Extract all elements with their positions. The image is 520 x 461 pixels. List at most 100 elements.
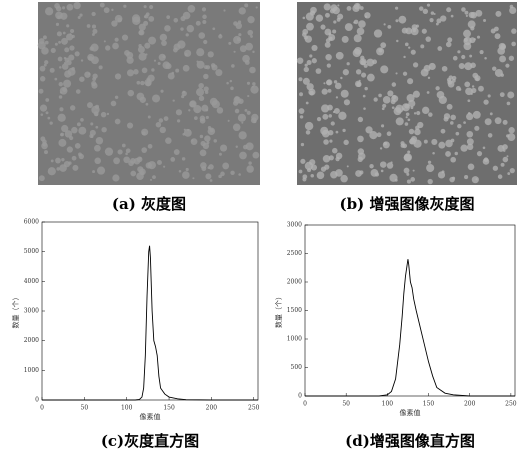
droplet bbox=[413, 139, 422, 148]
droplet bbox=[92, 77, 97, 81]
droplet bbox=[302, 174, 308, 180]
droplet bbox=[231, 64, 235, 68]
droplet bbox=[250, 117, 257, 124]
droplet bbox=[471, 176, 479, 184]
droplet bbox=[61, 157, 65, 162]
droplet bbox=[250, 85, 259, 94]
droplet bbox=[148, 15, 155, 22]
droplet bbox=[96, 166, 106, 175]
droplet bbox=[252, 82, 256, 86]
droplet bbox=[356, 27, 365, 36]
droplet bbox=[323, 139, 329, 145]
droplet bbox=[447, 79, 453, 85]
droplet bbox=[323, 82, 326, 85]
droplet bbox=[410, 49, 416, 55]
droplet bbox=[163, 116, 169, 121]
droplets bbox=[37, 1, 517, 185]
droplet bbox=[117, 149, 123, 155]
droplet bbox=[68, 161, 72, 165]
droplet bbox=[494, 117, 502, 125]
droplet bbox=[412, 90, 420, 98]
droplet bbox=[187, 4, 196, 13]
droplet bbox=[324, 41, 331, 48]
droplet bbox=[58, 81, 63, 87]
droplet bbox=[332, 29, 337, 34]
droplet bbox=[147, 161, 156, 170]
droplet bbox=[218, 174, 222, 179]
droplet bbox=[445, 41, 452, 48]
droplet bbox=[433, 12, 436, 15]
droplet bbox=[508, 55, 515, 61]
droplet bbox=[39, 104, 48, 112]
droplet bbox=[487, 133, 493, 138]
droplet bbox=[417, 121, 424, 129]
droplet bbox=[171, 71, 175, 75]
droplet bbox=[86, 24, 91, 28]
droplet bbox=[436, 18, 442, 24]
droplet bbox=[464, 81, 471, 88]
droplet bbox=[203, 65, 208, 70]
droplet bbox=[71, 126, 78, 134]
droplet bbox=[157, 61, 161, 65]
droplet bbox=[198, 95, 205, 102]
y-tick-label: 0 bbox=[298, 393, 302, 400]
droplet bbox=[125, 148, 131, 154]
droplet bbox=[247, 16, 255, 24]
droplet bbox=[64, 47, 70, 53]
droplet bbox=[94, 144, 101, 152]
droplet bbox=[141, 147, 148, 153]
droplet bbox=[233, 50, 236, 53]
droplet bbox=[383, 23, 386, 26]
y-tick-label: 4000 bbox=[24, 278, 39, 285]
droplet bbox=[166, 15, 171, 19]
droplet bbox=[241, 121, 244, 124]
droplet bbox=[467, 163, 475, 171]
droplet bbox=[400, 141, 405, 146]
droplet bbox=[216, 107, 224, 114]
droplet bbox=[126, 122, 134, 129]
droplet bbox=[340, 174, 348, 183]
droplet bbox=[326, 63, 331, 68]
droplet bbox=[79, 76, 85, 82]
droplet bbox=[341, 35, 349, 43]
droplet bbox=[63, 79, 72, 88]
droplet bbox=[333, 80, 338, 84]
droplet bbox=[219, 144, 228, 152]
droplet bbox=[469, 37, 476, 44]
droplet bbox=[418, 6, 424, 11]
droplet bbox=[475, 178, 478, 181]
y-axis-label: 数量（个） bbox=[11, 294, 20, 329]
droplet bbox=[103, 40, 106, 43]
droplet bbox=[238, 98, 244, 104]
droplet bbox=[151, 68, 155, 72]
droplet bbox=[299, 115, 304, 119]
droplet bbox=[44, 7, 54, 16]
droplet bbox=[381, 107, 385, 111]
droplet bbox=[230, 170, 235, 176]
droplet bbox=[359, 6, 364, 10]
droplet bbox=[342, 128, 346, 133]
droplet bbox=[76, 122, 81, 127]
droplet bbox=[420, 68, 429, 77]
droplet bbox=[162, 61, 171, 69]
droplet bbox=[39, 76, 46, 82]
droplet bbox=[62, 6, 66, 10]
droplet bbox=[37, 41, 46, 50]
droplet bbox=[340, 76, 343, 80]
droplet bbox=[499, 92, 505, 98]
chart-title: (d)增强图像直方图 bbox=[345, 432, 475, 450]
droplet bbox=[80, 59, 84, 62]
droplet bbox=[306, 22, 314, 31]
droplet bbox=[180, 27, 184, 31]
droplet bbox=[121, 34, 129, 41]
droplet bbox=[143, 5, 147, 9]
droplet bbox=[239, 45, 247, 53]
droplet bbox=[362, 94, 366, 98]
droplet bbox=[209, 97, 218, 106]
droplet bbox=[395, 6, 399, 10]
x-tick-label: 250 bbox=[505, 401, 517, 408]
y-tick-label: 1500 bbox=[287, 307, 302, 314]
droplet bbox=[464, 175, 469, 180]
droplet bbox=[205, 115, 209, 120]
droplet bbox=[44, 40, 49, 45]
